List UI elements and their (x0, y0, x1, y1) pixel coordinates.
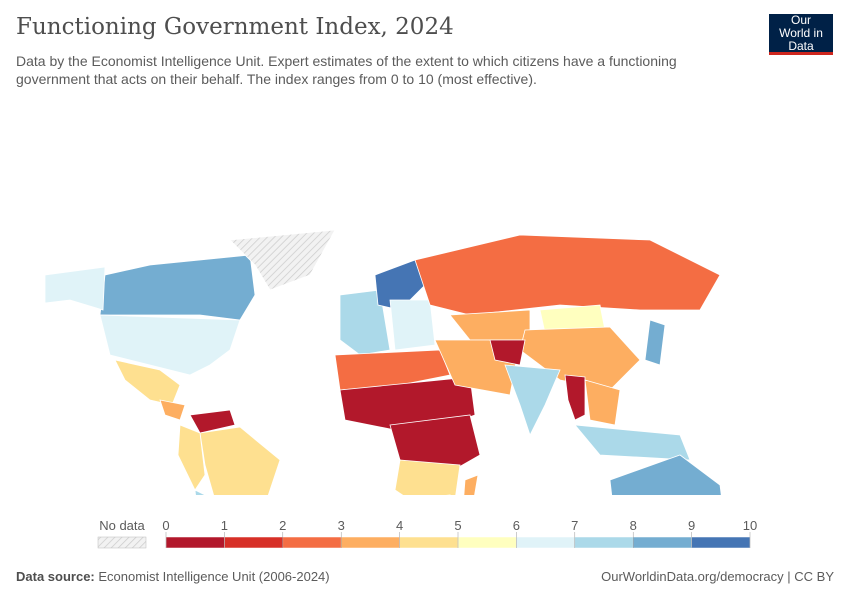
country-canada[interactable] (99, 254, 256, 321)
legend-bin-3 (340, 536, 400, 549)
country-united-states[interactable] (99, 314, 241, 376)
legend-bin-6 (516, 536, 576, 549)
country-indonesia[interactable] (574, 424, 691, 461)
source-label: Data source: (16, 569, 95, 584)
legend-bin-9 (691, 536, 751, 549)
data-source: Data source: Economist Intelligence Unit… (16, 569, 330, 584)
owid-logo[interactable]: Our World in Data (769, 12, 833, 55)
legend-bin-7 (574, 536, 634, 549)
legend-tick-8: 8 (630, 518, 637, 533)
legend-tick-6: 6 (513, 518, 520, 533)
legend-tick-1: 1 (221, 518, 228, 533)
color-legend: No data 0 1 2 3 4 5 6 7 8 9 10 (97, 518, 757, 549)
country-north-africa[interactable] (334, 349, 451, 391)
world-map (44, 229, 725, 495)
country-india[interactable] (504, 364, 561, 437)
legend-tick-3: 3 (338, 518, 345, 533)
legend-tick-7: 7 (571, 518, 578, 533)
legend-bin-2 (282, 536, 342, 549)
country-central-africa[interactable] (389, 414, 481, 476)
country-venezuela[interactable] (189, 409, 236, 434)
source-url[interactable]: OurWorldinData.org/democracy | CC BY (601, 569, 834, 584)
legend-tick-0: 0 (162, 518, 169, 533)
legend-tick-10: 10 (743, 518, 757, 533)
legend-bin-5 (457, 536, 517, 549)
country-russia[interactable] (414, 234, 721, 316)
logo-text: Our World in Data (779, 12, 823, 53)
country-southeast-asia[interactable] (584, 379, 621, 426)
country-central-america[interactable] (159, 399, 186, 421)
legend-bin-8 (632, 536, 692, 549)
country-afghanistan[interactable] (489, 339, 526, 366)
legend-bin-1 (224, 536, 284, 549)
legend-tick-9: 9 (688, 518, 695, 533)
country-eastern-europe[interactable] (389, 299, 436, 351)
country-scandinavia[interactable] (374, 259, 426, 311)
legend-bin-4 (399, 536, 459, 549)
country-japan[interactable] (644, 319, 666, 366)
country-australia[interactable] (609, 454, 725, 495)
country-andes[interactable] (177, 424, 206, 491)
country-myanmar[interactable] (564, 374, 586, 421)
country-alaska-united-states-[interactable] (44, 266, 106, 311)
country-kazakhstan[interactable] (449, 309, 531, 341)
country-western-europe[interactable] (339, 289, 391, 356)
legend-no-data-swatch (97, 536, 147, 549)
legend-no-data-label: No data (99, 518, 145, 533)
chart-title: Functioning Government Index, 2024 (16, 14, 454, 40)
country-southern-africa[interactable] (394, 459, 461, 495)
country-chile[interactable] (194, 489, 210, 495)
legend-tick-5: 5 (454, 518, 461, 533)
legend-bin-0 (165, 536, 225, 549)
source-text: Economist Intelligence Unit (2006-2024) (98, 569, 330, 584)
country-greenland[interactable] (229, 229, 336, 291)
legend-tick-4: 4 (396, 518, 403, 533)
legend-tick-2: 2 (279, 518, 286, 533)
country-brazil[interactable] (199, 426, 281, 495)
country-madagascar[interactable] (463, 474, 479, 495)
chart-subtitle: Data by the Economist Intelligence Unit.… (16, 53, 677, 87)
